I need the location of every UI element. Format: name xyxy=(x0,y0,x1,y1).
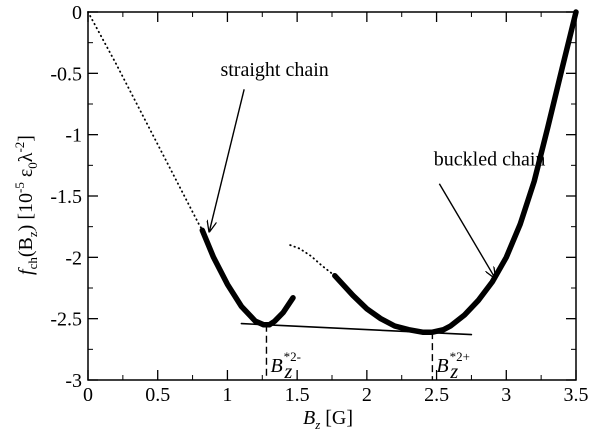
marker-label: B*2+ xyxy=(436,349,470,377)
y-tick-label: 0 xyxy=(72,2,82,24)
marker-label: B*2- xyxy=(270,349,301,377)
annotation-arrow xyxy=(438,183,495,278)
annotation-label: straight chain xyxy=(220,59,328,81)
x-tick-label: 2.5 xyxy=(424,384,449,406)
annotation-label: buckled chain xyxy=(434,148,546,170)
threshold-markers: B*2-z B*2+z xyxy=(265,324,470,383)
plot-frame xyxy=(87,11,577,381)
y-tick-label: -0.5 xyxy=(50,63,82,85)
y-tick-label: -2 xyxy=(65,247,82,269)
series-line-dotted xyxy=(289,244,336,277)
x-axis-label: Bz [G] xyxy=(303,407,353,432)
x-tick-label: 2 xyxy=(362,384,372,406)
annotation-arrow xyxy=(209,89,245,231)
y-axis-label: fch(Bz) [10-5 ε0λ-2] xyxy=(12,135,40,275)
data-series xyxy=(87,9,579,336)
y-tick-label: -1.5 xyxy=(50,186,82,208)
marker-label-sub: z xyxy=(283,361,292,383)
annotations: straight chain buckled chain xyxy=(209,59,545,278)
series-line-thick xyxy=(199,227,296,328)
series-line-dotted xyxy=(87,11,205,233)
series-line-thick xyxy=(332,9,579,335)
x-tick-label: 3 xyxy=(501,384,511,406)
x-tick-label: 1.5 xyxy=(285,384,310,406)
marker-label-sub: z xyxy=(449,361,458,383)
axis-ticks: 0 0.5 1 1.5 2 2.5 3 3.5 0 -0.5 -1 -1.5 -2 -2.5 -3 xyxy=(50,2,588,406)
y-tick-label: -2.5 xyxy=(50,309,82,331)
x-tick-label: 0.5 xyxy=(145,384,170,406)
y-tick-label: -3 xyxy=(65,370,82,392)
x-tick-label: 0 xyxy=(83,384,93,406)
y-tick-label: -1 xyxy=(65,125,82,147)
x-tick-label: 1 xyxy=(222,384,232,406)
x-tick-label: 3.5 xyxy=(564,384,589,406)
